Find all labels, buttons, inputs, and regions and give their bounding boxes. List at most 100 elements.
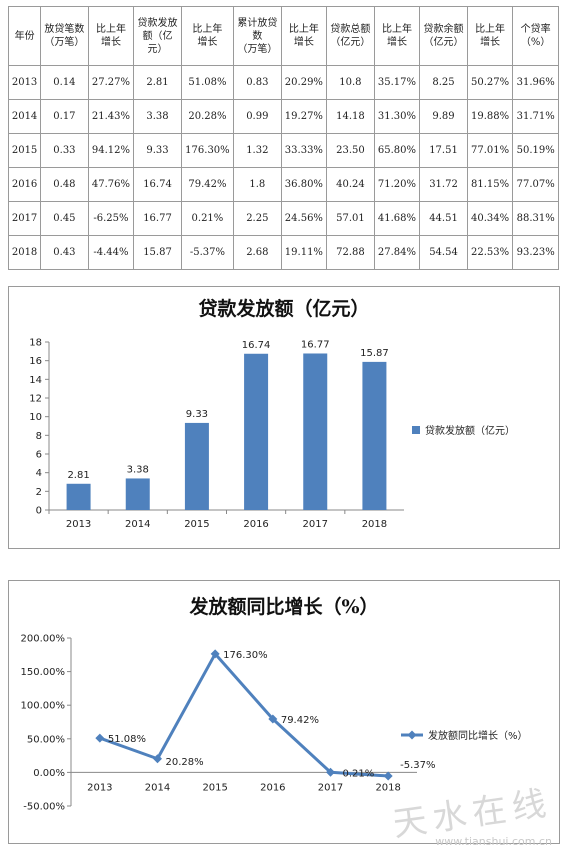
legend-marker — [407, 730, 417, 740]
header-loan-balance: 贷款余额 （亿元） — [419, 6, 468, 66]
header-loan-issued-growth: 比上年 增长 — [180, 6, 235, 66]
x-tick-label: 2013 — [66, 519, 91, 530]
value-cell: 24.56% — [280, 201, 328, 236]
x-tick-label: 2015 — [184, 519, 209, 530]
value-cell: 93.23% — [512, 235, 559, 270]
header-loan-total: 贷款总额 （亿元） — [326, 6, 375, 66]
y-tick-label: 14 — [29, 375, 42, 386]
header-year: 年份 — [7, 6, 42, 66]
value-cell: 51.08% — [180, 65, 235, 100]
bar-data-label: 9.33 — [186, 409, 208, 420]
chart-title: 贷款发放额（亿元） — [198, 297, 369, 320]
value-cell: 94.12% — [87, 133, 135, 168]
table-body: 2013 0.14 27.27% 2.81 51.08% 0.83 20.29% 10.8 35… — [7, 65, 559, 270]
value-cell: 31.30% — [373, 99, 421, 134]
bar — [244, 353, 269, 510]
y-tick-label: 150.00% — [21, 667, 66, 678]
value-cell: 20.28% — [180, 99, 235, 134]
value-cell: 16.77 — [133, 201, 182, 236]
year-cell: 2014 — [7, 99, 42, 134]
table-row: 2015 0.33 94.12% 9.33 176.30% 1.32 33.33% 23.50… — [7, 133, 559, 168]
y-tick-label: 50.00% — [27, 734, 65, 745]
value-cell: 79.42% — [180, 167, 235, 202]
y-tick-label: 0.00% — [33, 768, 65, 779]
value-cell: 20.29% — [280, 65, 328, 100]
year-cell: 2015 — [7, 133, 42, 168]
x-tick-label: 2015 — [202, 782, 227, 793]
year-cell: 2018 — [7, 235, 42, 270]
value-cell: 3.38 — [133, 99, 182, 134]
value-cell: 57.01 — [326, 201, 375, 236]
value-cell: 19.11% — [280, 235, 328, 270]
legend-label: 贷款发放额（亿元） — [425, 424, 515, 437]
value-cell: 2.81 — [133, 65, 182, 100]
year-cell: 2016 — [7, 167, 42, 202]
header-loan-issued: 贷款发放 额（亿 元） — [133, 6, 182, 66]
value-cell: 71.20% — [373, 167, 421, 202]
point-data-label: 20.28% — [166, 757, 204, 768]
value-cell: 50.27% — [466, 65, 514, 100]
value-cell: 21.43% — [87, 99, 135, 134]
value-cell: 2.25 — [233, 201, 282, 236]
value-cell: 41.68% — [373, 201, 421, 236]
table-row: 2018 0.43 -4.44% 15.87 -5.37% 2.68 19.11% 72.88… — [7, 235, 559, 270]
y-tick-label: 10 — [29, 412, 42, 423]
value-cell: 31.96% — [512, 65, 559, 100]
value-cell: 23.50 — [326, 133, 375, 168]
point-data-label: 51.08% — [108, 734, 146, 745]
x-tick-label: 2016 — [260, 782, 285, 793]
value-cell: 17.51 — [419, 133, 468, 168]
bar-data-label: 15.87 — [360, 348, 389, 359]
value-cell: 1.32 — [233, 133, 282, 168]
value-cell: 31.72 — [419, 167, 468, 202]
value-cell: 0.48 — [40, 167, 89, 202]
year-cell: 2017 — [7, 201, 42, 236]
x-tick-label: 2018 — [375, 782, 400, 793]
header-cumulative-count: 累计放贷 数 （万笔） — [233, 6, 282, 66]
value-cell: 0.33 — [40, 133, 89, 168]
value-cell: 19.88% — [466, 99, 514, 134]
y-tick-label: 16 — [29, 356, 42, 367]
value-cell: 19.27% — [280, 99, 328, 134]
point-data-label: -5.37% — [400, 760, 435, 771]
data-point — [95, 733, 105, 743]
header-loan-total-growth: 比上年 增长 — [373, 6, 421, 66]
bar-data-label: 3.38 — [127, 464, 149, 475]
loan-issued-bar-chart-panel: 贷款发放额（亿元） 0 2 4 6 8 10 12 14 16 18 2.81 2013 3.38 2014… — [8, 286, 560, 549]
bar — [184, 422, 209, 510]
point-data-label: 0.21% — [343, 768, 375, 779]
bar — [362, 361, 387, 510]
watermark: 天水在线 www.tianshui.com.cn — [390, 783, 554, 848]
bar-data-label: 16.77 — [301, 339, 330, 350]
value-cell: 36.80% — [280, 167, 328, 202]
y-tick-label: 6 — [36, 450, 42, 461]
data-point — [153, 754, 162, 764]
header-loan-count-growth: 比上年 增长 — [87, 6, 135, 66]
x-tick-label: 2014 — [125, 519, 150, 530]
value-cell: 2.68 — [233, 235, 282, 270]
point-data-label: 176.30% — [223, 650, 268, 661]
y-tick-label: 4 — [36, 468, 42, 479]
x-tick-label: 2018 — [362, 519, 387, 530]
value-cell: 0.43 — [40, 235, 89, 270]
x-tick-label: 2013 — [87, 782, 112, 793]
chart-title: 发放额同比增长（%） — [188, 595, 378, 618]
header-cumulative-growth: 比上年 增长 — [280, 6, 328, 66]
table-row: 2017 0.45 -6.25% 16.77 0.21% 2.25 24.56% 57.01 4… — [7, 201, 559, 236]
value-cell: 50.19% — [512, 133, 559, 168]
value-cell: 35.17% — [373, 65, 421, 100]
value-cell: 0.14 — [40, 65, 89, 100]
y-tick-label: 200.00% — [21, 634, 66, 645]
value-cell: 33.33% — [280, 133, 328, 168]
series-line — [99, 652, 389, 778]
value-cell: -6.25% — [87, 201, 135, 236]
x-tick-label: 2014 — [145, 782, 170, 793]
data-point — [210, 649, 220, 659]
year-cell: 2013 — [7, 65, 42, 100]
value-cell: 40.24 — [326, 167, 375, 202]
y-tick-label: 2 — [36, 487, 42, 498]
value-cell: 65.80% — [373, 133, 421, 168]
value-cell: 47.76% — [87, 167, 135, 202]
y-tick-label: 0 — [36, 506, 42, 517]
value-cell: 16.74 — [133, 167, 182, 202]
